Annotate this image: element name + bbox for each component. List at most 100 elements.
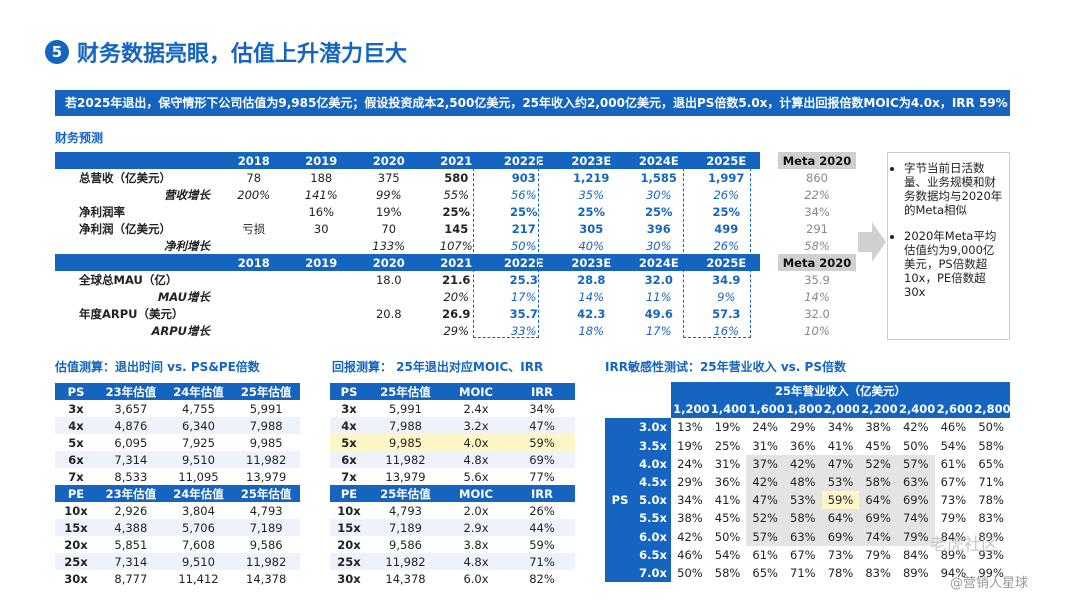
small-header-cell: 25年估值 — [368, 485, 443, 502]
meta-header: Meta 2020 — [778, 152, 856, 169]
fin-row-label: 总营收（亿美元） — [79, 170, 171, 185]
small-header-row: PS 23年估值 24年估值 25年估值 — [55, 383, 300, 400]
irr-cell: 65% — [752, 565, 778, 580]
small-cell: 7,314 — [97, 553, 165, 570]
irr-cell: 29% — [677, 475, 703, 490]
fin-cell: 217 — [511, 221, 536, 236]
irr-cell: 63% — [784, 527, 822, 546]
irr-cell: 93% — [978, 547, 1004, 562]
fin-header-year: 2022E — [490, 254, 558, 271]
irr-cell: 78% — [978, 493, 1004, 508]
irr-cell: 34% — [677, 493, 703, 508]
small-cell: 71% — [509, 553, 575, 570]
fin-cell: 17% — [645, 323, 672, 338]
fin-row: 净利增长 133% 107% 50% 40% 30% 26% — [55, 237, 760, 254]
fin-row: 净利润（亿美元） 亏损 30 70 145 217 305 396 499 — [55, 220, 760, 237]
small-cell: 2,926 — [114, 503, 148, 518]
fin-cell: 40% — [578, 238, 605, 253]
fin-cell: 396 — [646, 221, 671, 236]
notes-box: 字节当前日活数量、业务规模和财务数据均与2020年的Meta相似 2020年Met… — [887, 152, 1010, 340]
fin-header-year: 2024E — [625, 254, 693, 271]
irr-cell: 48% — [784, 472, 822, 492]
fin-cell: 145 — [444, 221, 469, 236]
irr-cell: 67% — [790, 547, 816, 562]
meta-row: 291 — [778, 220, 856, 237]
small-cell: 3.2x — [443, 417, 509, 434]
meta-cell: 291 — [806, 221, 828, 236]
small-cell: 7,189 — [368, 519, 443, 536]
fin-row-label: 净利润（亿美元） — [79, 221, 171, 236]
small-cell: 4,793 — [249, 503, 283, 518]
fin-header-year: 2021 — [422, 152, 490, 169]
fin-cell: 70 — [381, 221, 397, 236]
financial-forecast-table: 2018 2019 2020 2021 2022E 2023E 2024E 2025E 总营收（… — [55, 152, 760, 339]
small-cell: 59% — [509, 434, 575, 451]
small-cell: 7,189 — [232, 519, 300, 536]
small-row: 30x 8,777 11,412 14,378 — [55, 570, 300, 587]
irr-cell: 61% — [940, 456, 967, 471]
irr-cell: 37% — [746, 454, 785, 473]
irr-cell: 52% — [746, 509, 785, 528]
irr-cell: 38% — [677, 511, 703, 526]
fin-header-row: 2018 2019 2020 2021 2022E 2023E 2024E 2025E — [55, 254, 760, 271]
fin-cell — [288, 271, 356, 288]
irr-row: 7.0x 50% 58% 65% 71% 78% 83% 89% 94% 99% — [605, 563, 1010, 583]
irr-cell: 65% — [978, 456, 1004, 471]
title-text: 财务数据亮眼，估值上升潜力巨大 — [77, 42, 408, 67]
irr-cell: 71% — [978, 475, 1004, 490]
fin-cell: 18.0 — [375, 272, 402, 287]
irr-top-header: 25年营业收入（亿美元） — [671, 382, 1010, 401]
irr-cell: 99% — [978, 565, 1004, 580]
irr-cell: 74% — [896, 509, 935, 528]
fin-row-label: MAU增长 — [157, 289, 210, 304]
small-cell: 9,586 — [389, 537, 422, 552]
small-cell: 6x — [55, 451, 98, 468]
fin-cell — [220, 288, 288, 305]
irr-cell: 64% — [859, 491, 897, 510]
meta-row: 22% — [778, 186, 856, 203]
fin-cell: 35.7 — [509, 306, 538, 321]
irr-cell: 59% — [821, 491, 860, 510]
meta-cell: 34% — [804, 204, 830, 219]
irr-col-header: 1,200 — [671, 400, 709, 419]
irr-cell: 41% — [827, 438, 854, 453]
small-cell: 2.0x — [463, 503, 489, 518]
irr-cell: 94% — [940, 565, 967, 580]
fin-cell: 20% — [443, 289, 470, 304]
small-row: 10x 2,926 3,804 4,793 — [55, 502, 300, 519]
fin-cell: 499 — [714, 221, 739, 236]
irr-ps-label: 4.5x — [635, 472, 672, 492]
small-cell: 4,876 — [97, 417, 165, 434]
irr-ps-label: 7.0x — [635, 563, 672, 583]
fin-row-label: 全球总MAU（亿） — [79, 272, 178, 287]
irr-cell: 53% — [784, 491, 822, 510]
fin-cell: 78 — [246, 170, 262, 185]
irr-cell: 84% — [940, 529, 967, 544]
fin-row: MAU增长 20% 17% 14% 11% 9% — [55, 288, 760, 305]
fin-row: ARPU增长 29% 33% 18% 17% 16% — [55, 322, 760, 339]
small-cell: 5x — [68, 435, 84, 450]
fin-cell: 20.8 — [375, 306, 402, 321]
irr-cell: 73% — [827, 547, 854, 562]
irr-corner — [605, 382, 636, 401]
irr-cell: 63% — [896, 472, 935, 492]
small-cell: 4,388 — [97, 519, 165, 536]
small-cell: 11,982 — [368, 451, 443, 468]
meta-row: 34% — [778, 203, 856, 220]
meta-2020-table: Meta 2020 860 22% 34% 291 58% Meta 2020 35.9 14%… — [778, 152, 856, 339]
small-cell: 3x — [341, 401, 357, 416]
small-cell: 7x — [341, 469, 357, 484]
small-cell: 20x — [337, 537, 361, 552]
small-header-row: PS 25年估值 MOIC IRR — [330, 383, 575, 400]
small-header-cell: 25年估值 — [232, 383, 300, 400]
small-cell: 30x — [337, 571, 361, 586]
fin-cell: 30% — [645, 238, 672, 253]
irr-cell: 89% — [902, 565, 929, 580]
irr-ps-label: 6.5x — [635, 545, 672, 564]
small-cell: 2.9x — [443, 519, 509, 536]
fin-cell: 26% — [713, 187, 740, 202]
fin-row-label: 净利润率 — [79, 204, 125, 219]
small-cell: 11,982 — [232, 553, 300, 570]
fin-cell: 32.0 — [644, 272, 673, 287]
meta-header: Meta 2020 — [778, 254, 856, 271]
